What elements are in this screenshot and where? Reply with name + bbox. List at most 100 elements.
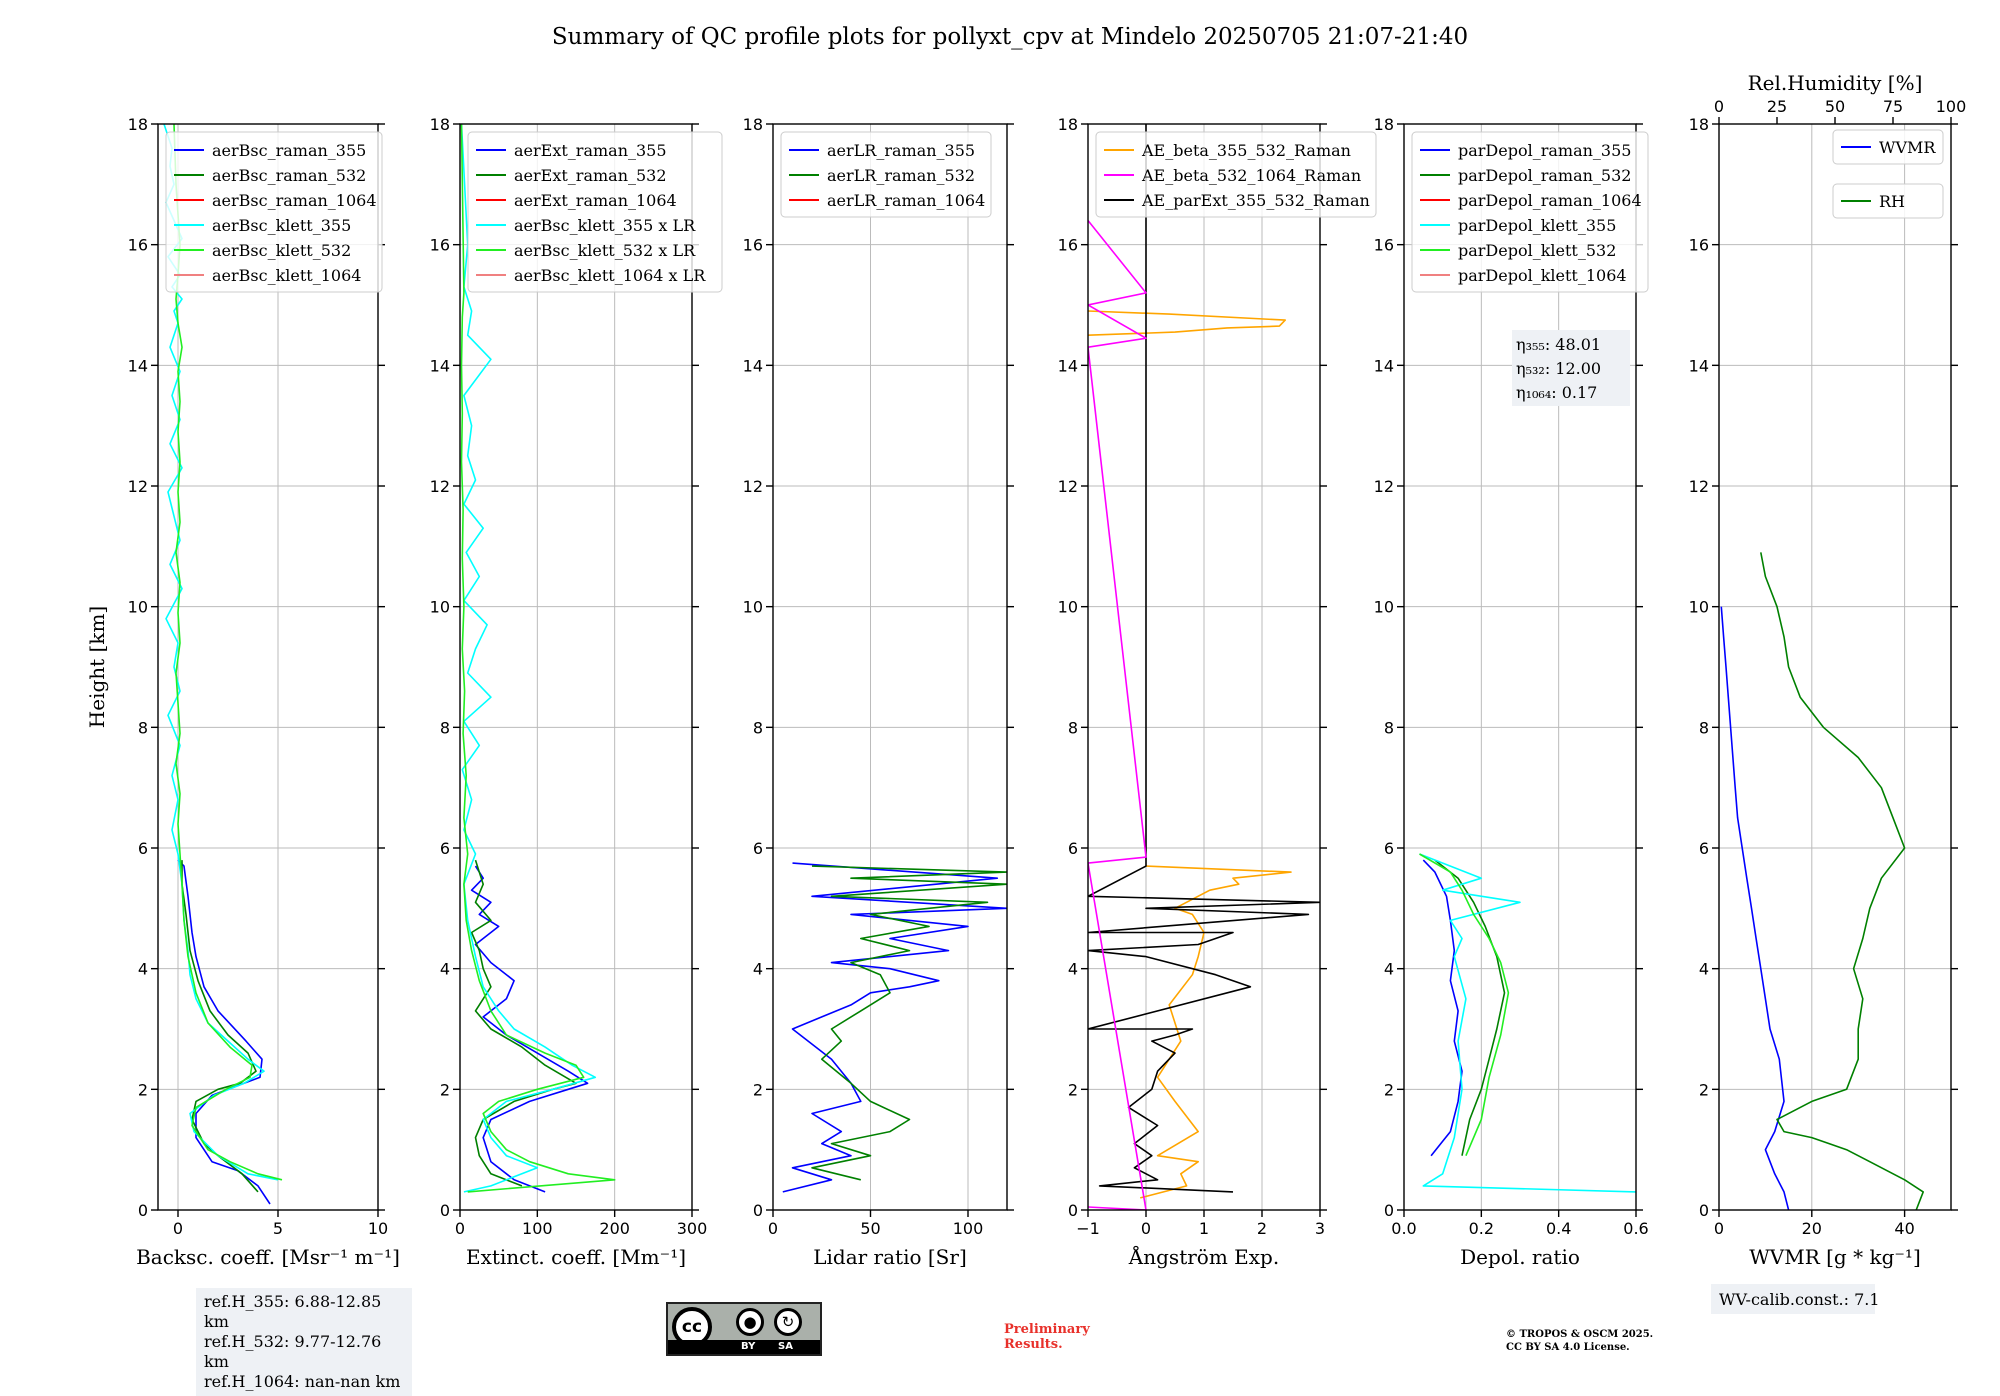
legend: parDepol_raman_355 parDepol_raman_532 parD… [1411, 131, 1649, 293]
y-tick-label: 10 [128, 598, 148, 617]
series-aerLR_raman_532 [811, 865, 1007, 1181]
y-tick-label: 12 [1689, 477, 1709, 496]
x-tick-label: 0 [173, 1219, 183, 1238]
preliminary-line-2: Results. [1004, 1337, 1063, 1352]
y-tick-label: 8 [440, 718, 450, 737]
y-tick-label: 10 [1689, 598, 1709, 617]
y-tick-label: 14 [430, 356, 450, 375]
y-tick-label: 2 [1699, 1080, 1709, 1099]
legend-label: parDepol_klett_532 [1458, 241, 1616, 260]
refh-1064: ref.H_1064: nan-nan km [204, 1372, 401, 1391]
refh-355: ref.H_355: 6.88-12.85 km [204, 1292, 382, 1331]
y-tick-label: 14 [1689, 356, 1709, 375]
x-tick-label: 300 [677, 1219, 708, 1238]
legend: aerBsc_raman_355 aerBsc_raman_532 aerBsc_r… [165, 131, 383, 293]
x-tick-label: 3 [1315, 1219, 1325, 1238]
share-alike-icon: ↻ [774, 1308, 802, 1336]
legend-label: aerExt_raman_1064 [514, 191, 677, 210]
legend-label: parDepol_raman_532 [1458, 166, 1631, 185]
panel-6: 0 2 4 6 8 10 12 14 16 18 0 20 40 WVMR [g * kg⁻¹] 0 25 50… [1689, 71, 1966, 1314]
x-tick-label: 5 [273, 1219, 283, 1238]
y-tick-label: 4 [753, 960, 763, 979]
legend-box [780, 131, 992, 218]
legend: AE_beta_355_532_Raman AE_beta_532_1064_Ra… [1095, 131, 1377, 218]
y-tick-label: 18 [1058, 115, 1078, 134]
legend-label: aerExt_raman_355 [514, 141, 667, 160]
y-tick-label: 10 [743, 598, 763, 617]
legend-box [1832, 183, 1944, 219]
legend-label: AE_beta_355_532_Raman [1141, 141, 1351, 160]
y-tick-label: 8 [1068, 718, 1078, 737]
series-aerBsc_klett_532-x-LR [460, 124, 616, 1193]
series-group [782, 862, 1007, 1193]
y-tick-label: 6 [1699, 839, 1709, 858]
x2-axis-label: Rel.Humidity [%] [1748, 71, 1923, 95]
eta-label: η₃₅₅: 48.01 [1516, 335, 1601, 354]
y-tick-label: 2 [138, 1080, 148, 1099]
legend-label: AE_parExt_355_532_Raman [1141, 191, 1370, 210]
x-tick-label: 0.0 [1391, 1219, 1416, 1238]
series-group [460, 124, 616, 1193]
x-axis-label: WVMR [g * kg⁻¹] [1749, 1245, 1921, 1269]
x-tick-label: 0 [455, 1219, 465, 1238]
x-tick-label: 200 [599, 1219, 630, 1238]
x-tick-label: 100 [953, 1219, 984, 1238]
y-tick-label: 18 [743, 115, 763, 134]
y-tick-label: 2 [753, 1080, 763, 1099]
reference-height-box: ref.H_355: 6.88-12.85 km ref.H_532: 9.77… [196, 1288, 412, 1396]
axes-frame [459, 123, 693, 1211]
y-tick-label: 16 [743, 236, 763, 255]
legend-box [1832, 129, 1944, 165]
x2-tick-label: 25 [1767, 97, 1787, 116]
y-tick-label: 8 [1699, 718, 1709, 737]
legend-label: aerBsc_raman_532 [212, 166, 366, 185]
x-tick-label: 0.4 [1546, 1219, 1571, 1238]
legend-box [467, 131, 723, 293]
y-tick-label: 8 [753, 718, 763, 737]
y-tick-label: 0 [1068, 1201, 1078, 1220]
x-tick-label: 40 [1894, 1219, 1914, 1238]
series-AE_beta_355_532_Raman-upper- [1088, 310, 1286, 336]
y-tick-label: 14 [743, 356, 763, 375]
eta-annotation: η₃₅₅: 48.01 η₅₃₂: 12.00 η₁₀₆₄: 0.17 [1512, 330, 1630, 406]
x2-tick-label: 75 [1883, 97, 1903, 116]
annotation-box [1711, 1284, 1875, 1314]
panel-2: 0 2 4 6 8 10 12 14 16 18 0 100 200 300 Extinct. coeff.… [430, 115, 723, 1269]
series-WVMR [1720, 606, 1790, 1210]
series-aerBsc_raman_532 [181, 860, 259, 1193]
series-parDepol_klett_532 [1419, 853, 1510, 1157]
y-tick-label: 18 [128, 115, 148, 134]
series-parDepol_klett_355 [1419, 853, 1636, 1193]
x2-tick-label: 0 [1714, 97, 1724, 116]
cc-license-badge: cc ● ↻ BY SA [666, 1302, 822, 1356]
x-tick-label: 2 [1257, 1219, 1267, 1238]
y-tick-label: 0 [1384, 1201, 1394, 1220]
panel-3: 0 2 4 6 8 10 12 14 16 18 0 50 100 Lidar ratio [Sr] aer… [743, 115, 1014, 1269]
x-tick-label: 10 [368, 1219, 388, 1238]
y-tick-label: 4 [138, 960, 148, 979]
y-tick-label: 16 [1689, 236, 1709, 255]
refh-532: ref.H_532: 9.77-12.76 km [204, 1332, 382, 1371]
y-tick-label: 18 [1689, 115, 1709, 134]
eta-label: η₁₀₆₄: 0.17 [1516, 383, 1597, 402]
series-aerExt_raman_532 [470, 859, 577, 1187]
cc-sa-label: SA [778, 1341, 793, 1352]
legend-label: AE_beta_532_1064_Raman [1141, 166, 1361, 185]
y-tick-label: 6 [1384, 839, 1394, 858]
person-icon: ● [736, 1308, 764, 1336]
y-tick-label: 16 [1374, 236, 1394, 255]
series-AE_beta_355_532_Raman [1139, 865, 1292, 1199]
y-tick-label: 12 [1058, 477, 1078, 496]
y-tick-label: 12 [743, 477, 763, 496]
y-tick-label: 4 [1384, 960, 1394, 979]
y-tick-label: 14 [1058, 356, 1078, 375]
y-tick-label: 6 [1068, 839, 1078, 858]
y-tick-label: 12 [128, 477, 148, 496]
legend-label: aerBsc_raman_355 [212, 141, 366, 160]
y-tick-label: 18 [1374, 115, 1394, 134]
copyright-line-2: CC BY SA 4.0 License. [1506, 1342, 1630, 1353]
x-axis-label: Lidar ratio [Sr] [813, 1245, 967, 1269]
panel-1: 0 2 4 6 8 10 12 14 16 18 0 5 10 Backsc. coeff. [Msr⁻¹… [128, 115, 400, 1269]
preliminary-note: Preliminary Results. [1004, 1322, 1090, 1352]
